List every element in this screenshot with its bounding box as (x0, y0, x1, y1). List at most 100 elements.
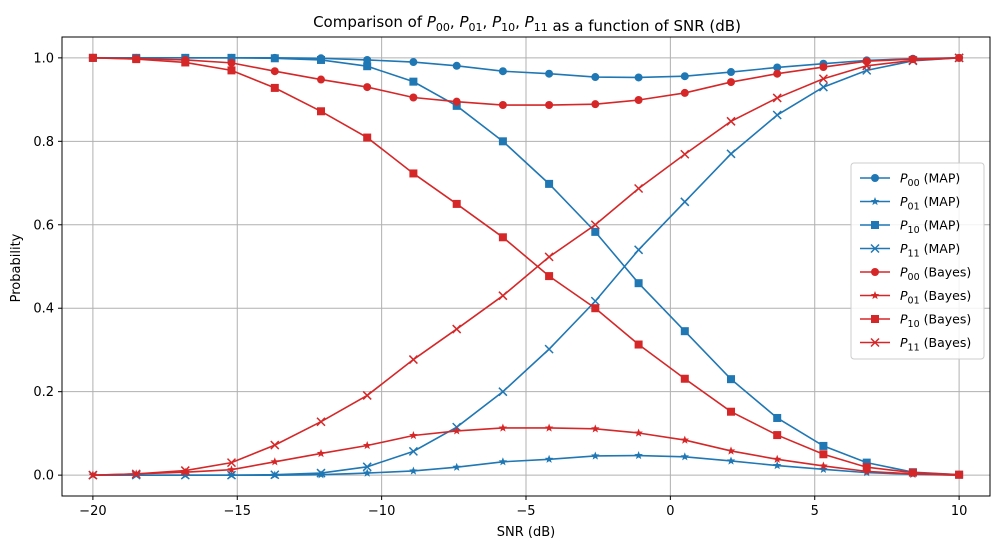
data-point (590, 220, 600, 230)
data-point (544, 344, 554, 354)
legend-label: P10 (Bayes) (900, 312, 971, 331)
data-point (452, 324, 462, 334)
data-point (498, 423, 508, 432)
data-point (726, 456, 736, 465)
series-line (92, 427, 960, 476)
legend-label-sub: 00 (908, 178, 920, 189)
legend-label-base: P (900, 218, 908, 233)
data-point (591, 227, 600, 236)
title-term-sub-00: 00 (436, 21, 450, 34)
data-point (819, 461, 828, 470)
x-axis-label: SNR (dB) (497, 525, 555, 540)
data-point (181, 467, 190, 476)
series-line (92, 57, 960, 476)
data-point (270, 54, 279, 63)
legend-label-base: P (900, 241, 908, 256)
data-point (634, 428, 643, 437)
title-term-sep-1: , (483, 13, 493, 31)
legend-label-tag: (MAP) (920, 218, 961, 233)
data-point (316, 75, 325, 84)
legend-item: P11 (MAP) (860, 241, 960, 260)
data-point (452, 61, 461, 70)
data-point (363, 83, 372, 92)
data-point (132, 55, 141, 64)
x-tick-label: −15 (224, 504, 251, 519)
plot-series (88, 53, 964, 480)
y-axis-label: Probability (9, 233, 24, 302)
data-point (819, 63, 828, 72)
legend-label-base: P (900, 171, 908, 186)
data-point (773, 63, 782, 72)
x-tick-label: 0 (666, 504, 674, 519)
legend-item: P00 (MAP) (860, 171, 961, 189)
data-point (773, 69, 782, 78)
data-point (363, 62, 372, 71)
legend-label-base: P (900, 288, 908, 303)
data-point (452, 101, 461, 110)
legend-marker (871, 268, 879, 276)
legend-label-sub: 00 (908, 272, 920, 283)
legend-label: P01 (MAP) (900, 194, 960, 213)
data-point (680, 72, 689, 81)
data-point (908, 468, 917, 477)
title-term-sub-01: 01 (469, 21, 483, 34)
legend-label: P01 (Bayes) (900, 288, 971, 307)
data-point (88, 53, 97, 62)
data-point (772, 93, 782, 103)
legend-marker (870, 197, 880, 206)
data-point (227, 465, 236, 474)
data-point (634, 340, 643, 349)
legend-marker (871, 315, 879, 323)
legend-marker (870, 337, 880, 348)
legend-item: P10 (MAP) (860, 218, 961, 236)
data-point (726, 149, 736, 159)
data-point (680, 149, 690, 159)
data-point (680, 435, 690, 444)
legend-box (850, 162, 985, 360)
data-point (954, 53, 964, 63)
legend-label: P11 (MAP) (900, 241, 960, 260)
data-point (408, 446, 418, 456)
legend: P00 (MAP)P01 (MAP)P10 (MAP)P11 (MAP)P00 … (850, 162, 985, 360)
data-point (498, 137, 507, 146)
data-point (270, 67, 279, 76)
data-point (680, 197, 690, 207)
data-point (316, 468, 326, 478)
series-10-bayes (88, 53, 964, 479)
legend-item: P01 (MAP) (860, 194, 960, 213)
data-point (409, 466, 418, 475)
data-point (591, 424, 600, 433)
data-point (362, 462, 372, 472)
legend-marker (870, 243, 880, 254)
data-point (544, 252, 554, 262)
data-point (862, 61, 872, 71)
legend-label-tag: (MAP) (920, 194, 961, 209)
legend-label-base: P (900, 335, 908, 350)
data-point (408, 355, 418, 365)
data-point (409, 77, 418, 86)
data-point (819, 441, 828, 450)
legend-label-sub: 01 (908, 296, 920, 307)
data-point (634, 245, 644, 255)
y-tick-label: 0.4 (33, 302, 54, 317)
data-point (772, 454, 782, 463)
series-11-map (88, 53, 964, 480)
legend-label-sub: 10 (908, 225, 920, 236)
data-point (634, 96, 643, 105)
legend-marker (870, 291, 880, 300)
data-point (634, 73, 643, 82)
data-point (363, 133, 372, 142)
data-point (498, 233, 507, 242)
data-point (363, 55, 372, 64)
data-point (591, 100, 600, 109)
data-point (316, 107, 325, 116)
data-point (545, 101, 554, 110)
data-point (726, 116, 736, 126)
x-tick-label: −5 (516, 504, 535, 519)
data-point (819, 464, 828, 473)
data-point (544, 454, 554, 463)
data-point (862, 458, 871, 467)
data-point (452, 426, 461, 435)
data-point (409, 431, 418, 440)
legend-label-tag: (MAP) (920, 171, 961, 186)
